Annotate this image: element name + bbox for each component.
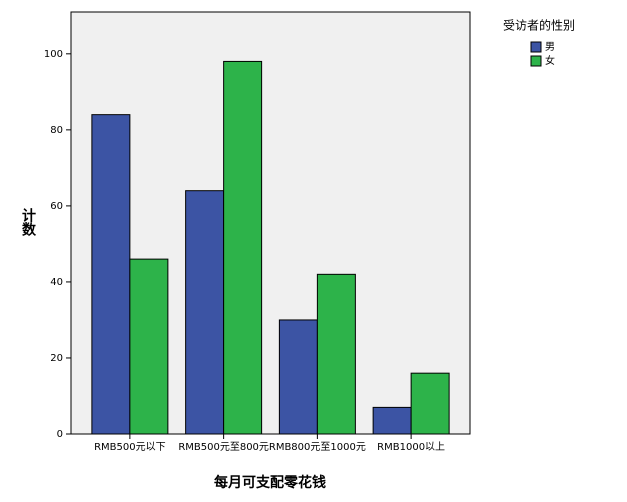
y-tick-label: 60 [50, 201, 63, 212]
x-tick-label: RMB500元以下 [94, 442, 166, 453]
bar [372, 406, 412, 435]
legend-swatch [530, 55, 542, 67]
x-axis-title: 每月可支配零花钱 [214, 474, 326, 491]
y-tick-label: 20 [50, 353, 63, 364]
x-tick-label: RMB1000以上 [377, 441, 445, 453]
y-axis-title: 计数 [20, 207, 36, 237]
y-tick-label: 0 [57, 429, 63, 440]
bar [410, 372, 450, 435]
bar [316, 273, 356, 435]
y-tick-label: 100 [44, 49, 63, 60]
bar [278, 319, 318, 435]
legend-title: 受访者的性别 [503, 18, 575, 33]
x-tick-label: RMB800元至1000元 [269, 441, 366, 453]
bar [223, 60, 263, 435]
x-tick-label: RMB500元至800元 [178, 441, 269, 453]
bar [91, 114, 131, 435]
y-tick-label: 80 [50, 125, 63, 136]
legend-label: 男 [545, 41, 555, 53]
legend-swatch [530, 41, 542, 53]
bar [129, 258, 169, 435]
legend-label: 女 [545, 54, 555, 67]
bar [185, 190, 225, 435]
y-tick-label: 40 [50, 277, 63, 288]
